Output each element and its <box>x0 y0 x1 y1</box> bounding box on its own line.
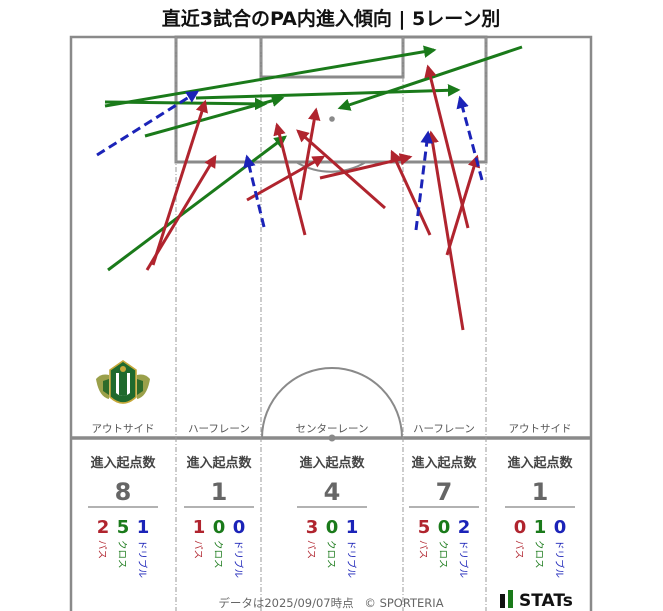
lane-label-halfspace-left: ハーフレーン <box>188 423 250 435</box>
stat-pass-count: 1 <box>193 517 206 538</box>
stat-dribble-count: 2 <box>458 517 471 538</box>
dribble-arrow <box>414 130 434 231</box>
lane-label-outside-left: アウトサイド <box>92 423 155 435</box>
stat-cross-label: クロス <box>116 540 127 569</box>
stat-header: 進入起点数 <box>411 455 477 471</box>
center-circle <box>261 367 403 439</box>
cross-arrow <box>104 45 437 108</box>
pass-arrow <box>426 130 465 331</box>
stat-cross-label: クロス <box>533 540 544 569</box>
stat-cross-label: クロス <box>437 540 448 569</box>
stat-dribble-count: 0 <box>233 517 246 538</box>
stat-pass-label: パス <box>192 540 203 559</box>
stat-dribble-count: 1 <box>346 517 359 538</box>
stat-dribble-count: 0 <box>554 517 567 538</box>
team-crest-logo <box>96 360 150 404</box>
goal-area <box>259 35 405 79</box>
stat-cross-label: クロス <box>325 540 336 569</box>
stat-cross-count: 1 <box>534 517 547 538</box>
stat-dribble-label: ドリブル <box>345 540 357 579</box>
stat-pass-count: 2 <box>97 517 110 538</box>
brand-text: STATs <box>519 591 573 611</box>
pass-arrow <box>296 129 386 210</box>
stat-header: 進入起点数 <box>507 455 573 471</box>
lane-label-halfspace-right: ハーフレーン <box>413 423 475 435</box>
stat-pass-count: 5 <box>418 517 431 538</box>
stat-header: 進入起点数 <box>186 455 252 471</box>
penalty-area <box>174 35 488 164</box>
stat-dribble-label: ドリブル <box>457 540 469 579</box>
stat-dribble-label: ドリブル <box>232 540 244 579</box>
pass-arrow <box>151 99 208 266</box>
center-spot <box>328 434 336 442</box>
stat-total: 8 <box>115 478 132 506</box>
dribble-arrow <box>96 90 200 157</box>
stat-total: 7 <box>436 478 453 506</box>
stat-cross-label: クロス <box>212 540 223 569</box>
lane-stat-panel: 進入起点数 1 0 1 0 パス クロス ドリブル <box>505 455 575 579</box>
lane-stats: 進入起点数 8 2 5 1 パス クロス ドリブル 進入起点数 1 1 0 0 … <box>88 455 575 579</box>
footer-timestamp: データは2025/09/07時点 <box>218 596 353 610</box>
penalty-arc <box>295 161 367 173</box>
pass-arrow <box>273 122 307 236</box>
pass-arrow <box>424 64 470 229</box>
stat-pass-label: パス <box>513 540 524 559</box>
stat-pass-label: パス <box>417 540 428 559</box>
stat-cross-count: 0 <box>213 517 226 538</box>
lane-label-center: センターレーン <box>296 423 369 435</box>
penalty-spot <box>329 116 335 122</box>
footer-copyright: © SPORTERIA <box>364 596 443 610</box>
stat-header: 進入起点数 <box>299 455 365 471</box>
brand-mark-icon <box>500 594 505 608</box>
pass-arrow <box>298 107 321 201</box>
stats-brand-logo: STATs <box>500 590 573 611</box>
stat-total: 4 <box>324 478 341 506</box>
pass-arrow <box>390 149 432 236</box>
lane-stat-panel: 進入起点数 4 3 0 1 パス クロス ドリブル <box>297 455 367 579</box>
lane-stat-panel: 進入起点数 1 1 0 0 パス クロス ドリブル <box>184 455 254 579</box>
lane-label-outside-right: アウトサイド <box>509 423 572 435</box>
stat-cross-count: 0 <box>326 517 339 538</box>
stat-pass-label: パス <box>305 540 316 559</box>
stat-pass-label: パス <box>96 540 107 559</box>
stat-total: 1 <box>532 478 549 506</box>
lane-stat-panel: 進入起点数 7 5 0 2 パス クロス ドリブル <box>409 455 479 579</box>
cross-arrow <box>107 135 288 272</box>
stat-pass-count: 0 <box>514 517 527 538</box>
cross-arrow <box>195 84 461 100</box>
lane-labels: アウトサイド ハーフレーン センターレーン ハーフレーン アウトサイド <box>92 423 572 435</box>
stat-pass-count: 3 <box>306 517 319 538</box>
entry-arrows <box>96 45 523 331</box>
chart-title: 直近3試合のPA内進入傾向 | 5レーン別 <box>162 7 501 30</box>
lane-dividers <box>175 37 487 611</box>
dribble-arrow <box>243 154 266 228</box>
stat-total: 1 <box>211 478 228 506</box>
stat-header: 進入起点数 <box>90 455 156 471</box>
dribble-arrow <box>456 95 484 181</box>
stat-dribble-count: 1 <box>137 517 150 538</box>
pass-arrow <box>246 155 326 202</box>
stat-dribble-label: ドリブル <box>553 540 565 579</box>
stat-cross-count: 0 <box>438 517 451 538</box>
lane-stat-panel: 進入起点数 8 2 5 1 パス クロス ドリブル <box>88 455 158 579</box>
stat-dribble-label: ドリブル <box>136 540 148 579</box>
stat-cross-count: 5 <box>117 517 130 538</box>
